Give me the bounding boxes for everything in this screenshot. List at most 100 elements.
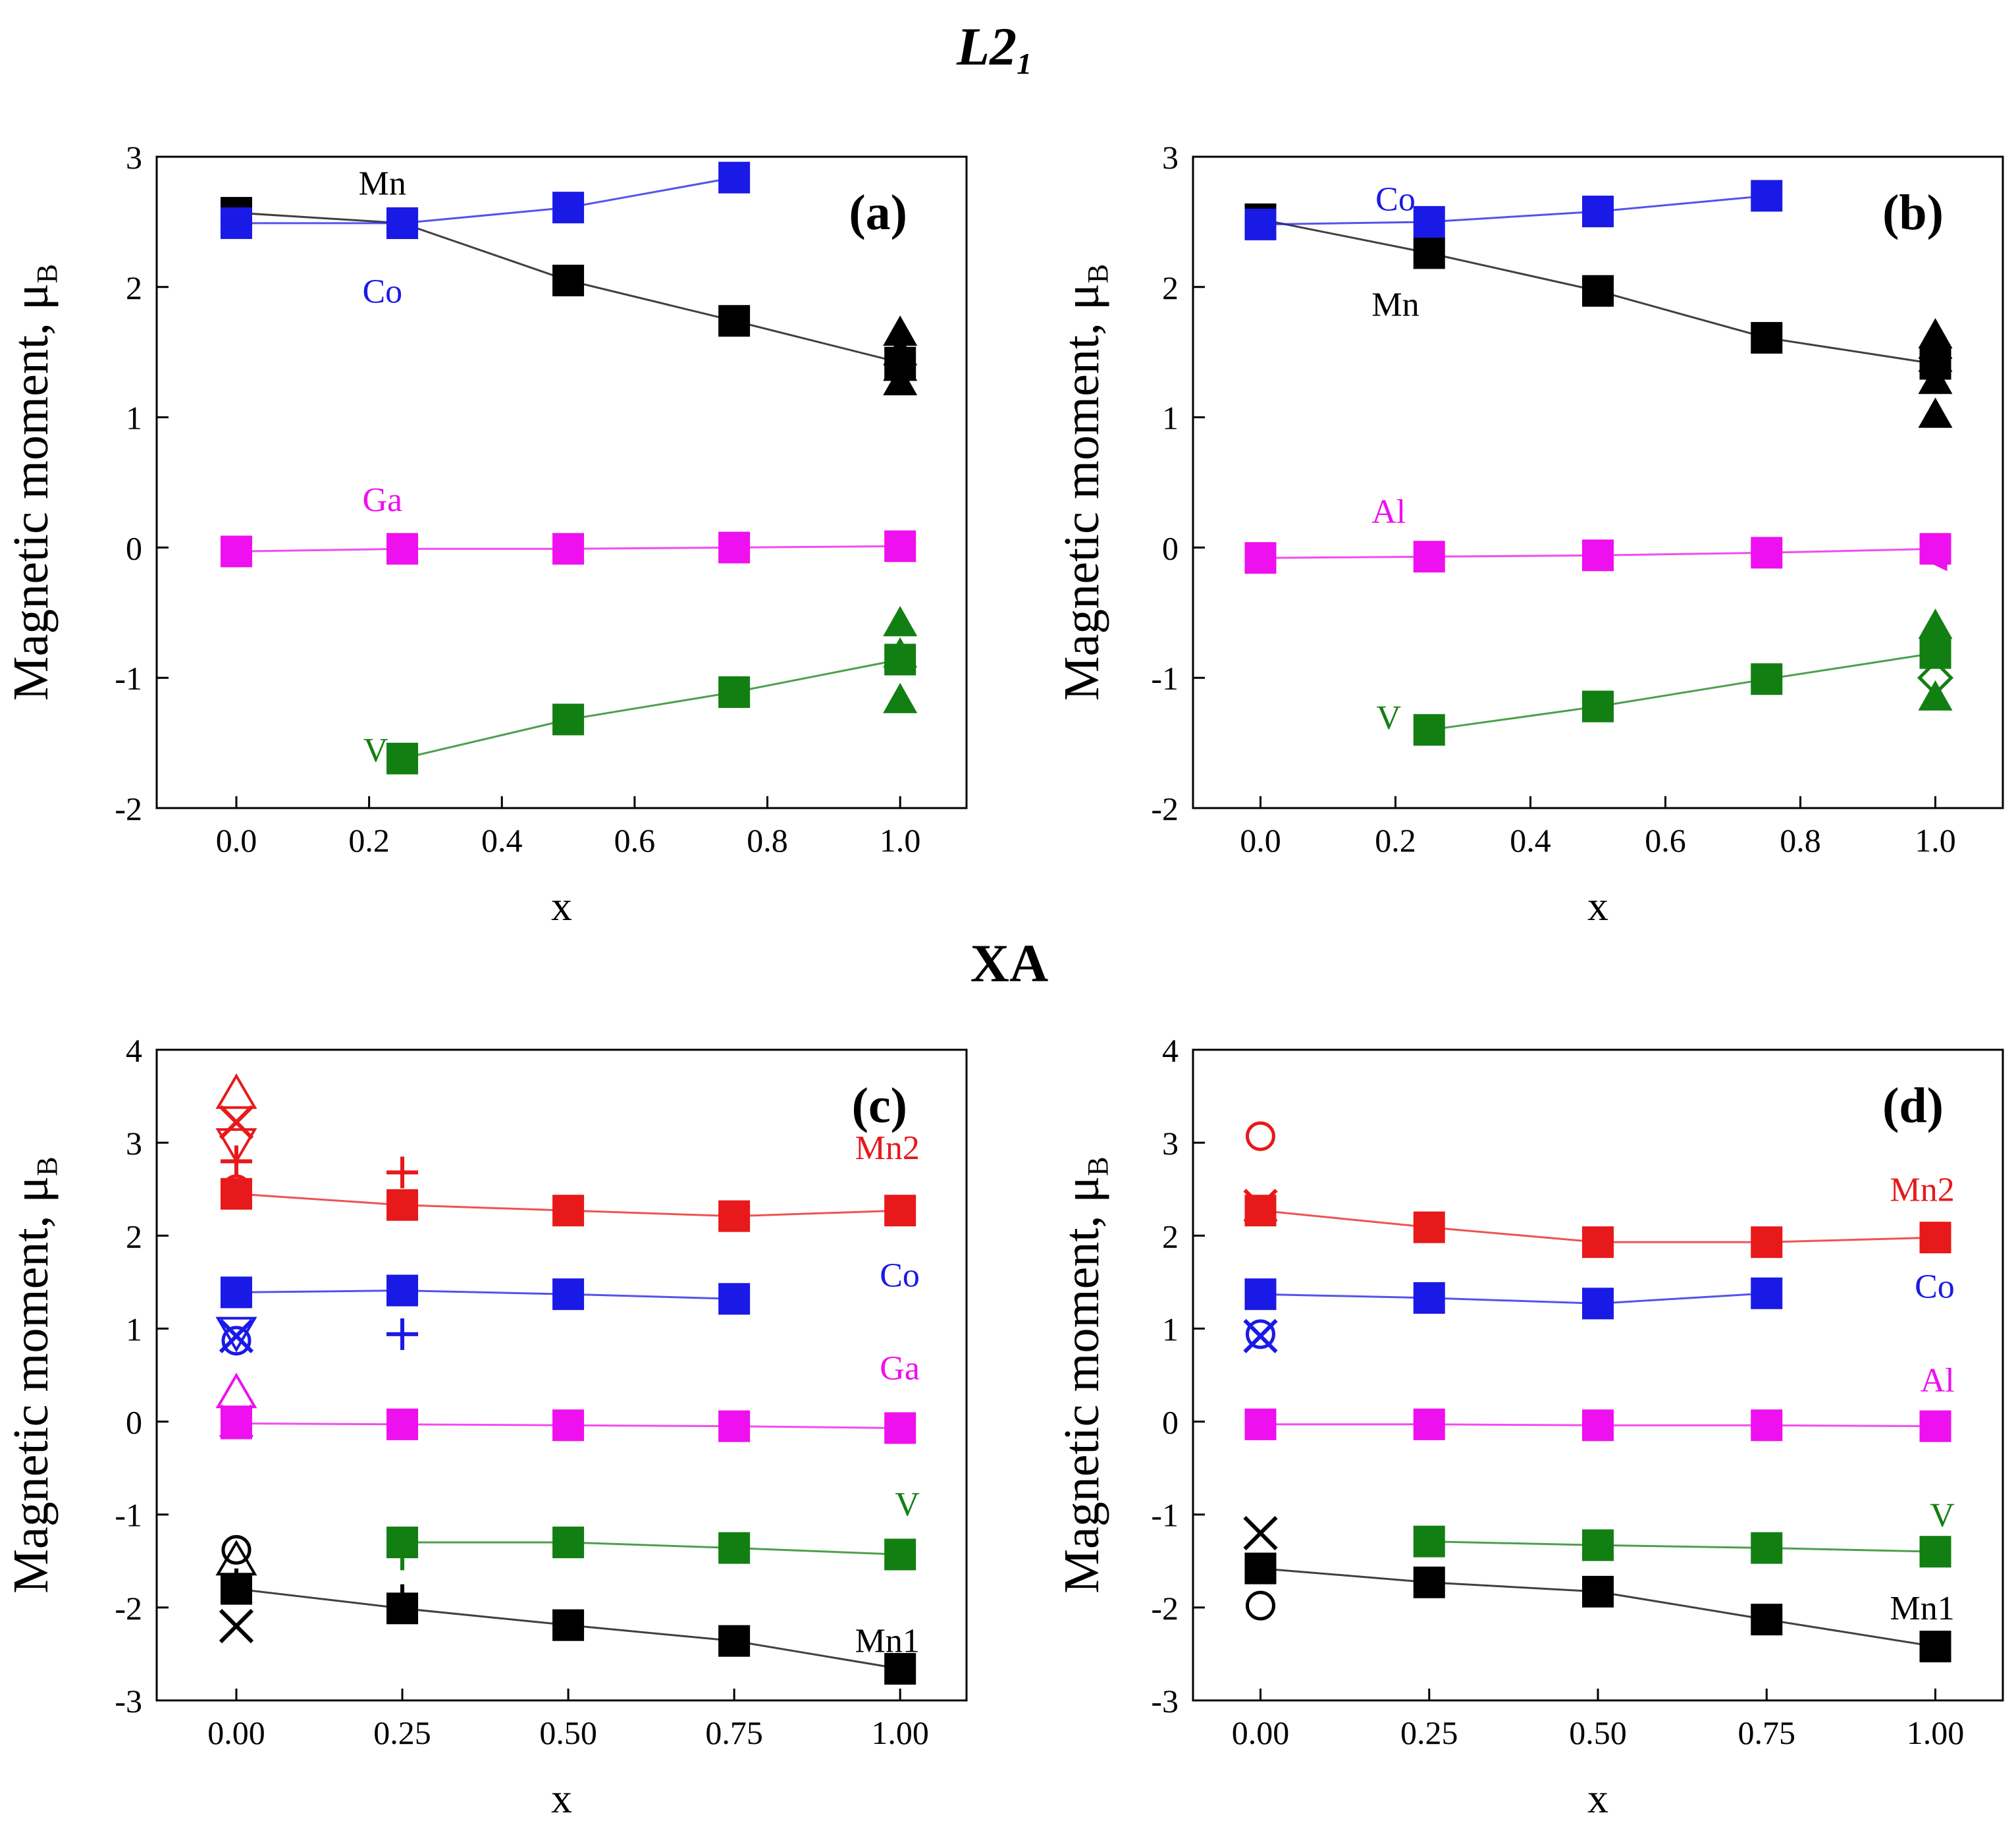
x-tick-label: 0.25: [373, 1714, 431, 1751]
y-axis-label-text: Magnetic moment, μ: [1054, 283, 1109, 701]
x-tick-label: 0.2: [348, 822, 390, 859]
data-point-al: [1244, 542, 1277, 574]
data-point-co: [1751, 1277, 1783, 1309]
panel-d-chart: 0.00 0.25 0.50 0.75 1.00 -3 -2 -1 0 1 2 3 4 x Magnetic…: [1054, 1032, 2004, 1822]
data-point-co: [1244, 208, 1277, 240]
data-point-v: [386, 742, 419, 774]
y-axis-label: Magnetic moment, μB: [1054, 1156, 1114, 1593]
data-point-v: [1751, 663, 1783, 695]
y-tick-label: -1: [115, 1497, 142, 1534]
series-label-mn1: Mn1: [1890, 1590, 1955, 1627]
x-tick-label: 0.0: [1240, 822, 1281, 859]
data-point-co: [386, 1274, 419, 1307]
x-tick-label: 1.00: [871, 1714, 929, 1751]
reference-marker-mn1: [220, 1568, 252, 1600]
data-point-co: [718, 161, 751, 194]
data-point-al: [1413, 541, 1445, 573]
plot-frame: [155, 1048, 968, 1702]
y-tick-label: 2: [126, 269, 142, 306]
data-point-mn2: [1413, 1211, 1445, 1243]
x-tick-label: 1.0: [1915, 822, 1956, 859]
reference-marker-mn1: [1246, 1590, 1275, 1621]
series-label-mn: Mn: [1371, 286, 1419, 324]
reference-marker-mn2: [215, 1128, 257, 1164]
panel-label: (c): [852, 1078, 907, 1133]
x-tick-label: 0.6: [614, 822, 656, 859]
reference-marker-mn1: [221, 1534, 252, 1565]
data-point-co: [552, 1278, 585, 1311]
panel-c-chart: 0.00 0.25 0.50 0.75 1.00 -3 -2 -1 0 1 2 3 4 x Magnetic…: [3, 1032, 968, 1822]
y-tick-label: 0: [126, 529, 142, 566]
reference-marker-mn: [1918, 341, 1953, 372]
reference-marker-mn: [1918, 397, 1953, 428]
data-point-ga: [884, 1412, 916, 1444]
series-line-v: [402, 1541, 901, 1556]
reference-marker-mn2: [1246, 1121, 1275, 1151]
x-tick-label: 0.75: [1738, 1714, 1796, 1751]
data-point-v: [718, 676, 751, 708]
l21-title-subscript: 1: [1017, 47, 1032, 80]
data-point-co: [220, 207, 252, 239]
y-tick-label: 4: [126, 1032, 142, 1069]
y-axis-label-subscript: B: [31, 1156, 63, 1176]
data-point-co: [1751, 180, 1783, 212]
y-tick-label: 0: [126, 1404, 142, 1441]
reference-marker-mn: [883, 315, 918, 346]
data-point-mn2: [1582, 1226, 1614, 1259]
x-tick-label: 0.50: [539, 1714, 597, 1751]
y-tick-label: -1: [1151, 660, 1179, 697]
y-tick-label: -3: [1151, 1683, 1179, 1720]
reference-marker-ga: [215, 1372, 257, 1409]
series-line-v: [1429, 652, 1936, 731]
data-point-ga: [386, 1408, 419, 1440]
x-tick-label: 0.4: [481, 822, 523, 859]
data-point-mn1: [1244, 1552, 1277, 1585]
data-point-mn: [1582, 275, 1614, 307]
series-label-al: Al: [1921, 1362, 1955, 1399]
data-point-al: [1413, 1408, 1445, 1440]
data-point-ga: [718, 1410, 751, 1442]
y-tick-label: 1: [126, 1311, 142, 1347]
reference-marker-co: [1246, 1319, 1275, 1349]
data-point-v: [552, 1527, 585, 1559]
reference-marker-al: [1919, 545, 1948, 572]
y-tick-label: -2: [1151, 1590, 1179, 1627]
series-label-v: V: [1930, 1497, 1955, 1534]
panel-label: (a): [849, 185, 907, 240]
series-label-co: Co: [362, 273, 402, 311]
y-tick-label: 0: [1162, 1404, 1179, 1441]
data-point-v: [1751, 1532, 1783, 1564]
reference-marker-mn1: [386, 1584, 419, 1616]
reference-marker-co: [1243, 1318, 1278, 1353]
reference-marker-co: [221, 1326, 252, 1356]
data-point-mn2: [1919, 1222, 1951, 1254]
data-point-mn2: [1751, 1226, 1783, 1259]
y-axis-label-subscript: B: [1082, 264, 1114, 283]
data-point-ga: [552, 1409, 585, 1442]
y-axis-label-subscript: B: [1082, 1156, 1114, 1176]
series-line-co: [1260, 1292, 1767, 1305]
l21-title-main: L2: [956, 16, 1017, 76]
data-point-co: [1244, 1278, 1277, 1311]
data-point-mn2: [884, 1195, 916, 1227]
reference-marker-ga: [221, 1408, 252, 1438]
data-point-v: [1919, 1536, 1951, 1568]
reference-marker-co: [386, 1318, 419, 1350]
x-tick-label: 0.6: [1645, 822, 1686, 859]
y-axis-label: Magnetic moment, μB: [3, 264, 63, 701]
data-point-mn1: [1582, 1575, 1614, 1608]
y-tick-label: -2: [115, 790, 142, 827]
x-tick-label: 0.2: [1375, 822, 1416, 859]
reference-marker-mn2: [386, 1156, 419, 1189]
data-point-co: [718, 1283, 751, 1315]
data-point-ga: [718, 531, 751, 564]
data-point-co: [1413, 205, 1445, 238]
y-tick-label: 0: [1162, 529, 1179, 566]
y-tick-label: -2: [115, 1590, 142, 1627]
reference-marker-mn2: [1243, 1188, 1278, 1224]
x-tick-label: 1.0: [880, 822, 921, 859]
data-point-co: [1582, 1288, 1614, 1320]
x-tick-label: 0.50: [1569, 1714, 1627, 1751]
y-tick-label: -3: [115, 1683, 142, 1720]
data-point-ga: [386, 533, 419, 565]
